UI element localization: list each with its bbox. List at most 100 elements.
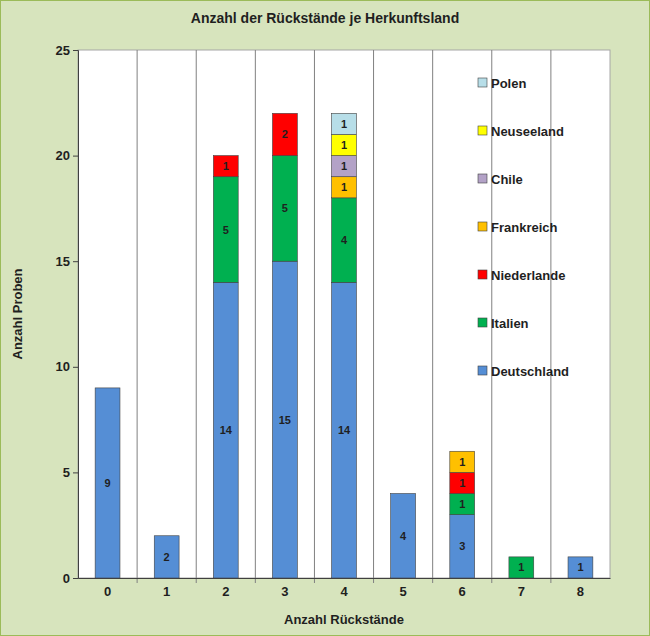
bar: [509, 557, 534, 578]
legend-swatch: [478, 366, 487, 375]
x-tick: 2: [222, 578, 229, 599]
y-tick: 0: [63, 571, 78, 586]
plot: 9214151443155411121111110510152025012345…: [56, 43, 611, 600]
grid-line: [314, 50, 315, 583]
plot-area: [78, 50, 610, 578]
x-tick: 6: [459, 578, 466, 599]
data-labels: 921415144315541112111111: [104, 118, 583, 574]
data-label: 14: [338, 424, 351, 436]
legend-swatch: [478, 78, 487, 87]
y-tick-label: 10: [56, 359, 70, 374]
data-label: 1: [341, 181, 347, 193]
data-label: 1: [341, 139, 347, 151]
data-label: 5: [223, 224, 229, 236]
x-tick-label: 1: [163, 584, 170, 599]
legend-swatch: [478, 222, 487, 231]
bar: [450, 494, 475, 515]
data-label: 4: [341, 234, 348, 246]
x-tick: 7: [518, 578, 525, 599]
grid-line: [137, 50, 138, 583]
grid-line: [196, 50, 197, 583]
y-tick-mark: [73, 578, 78, 579]
x-axis-title: Anzahl Rückstände: [284, 612, 404, 627]
grid: [137, 50, 551, 583]
legend-swatch: [478, 318, 487, 327]
bar: [450, 472, 475, 493]
bar: [213, 282, 238, 578]
y-tick-label: 15: [56, 254, 70, 269]
x-tick: 1: [163, 578, 170, 599]
y-tick-label: 0: [63, 571, 70, 586]
grid-line: [432, 50, 433, 583]
data-label: 1: [518, 561, 524, 573]
data-label: 1: [459, 477, 465, 489]
y-tick-label: 20: [56, 148, 70, 163]
data-label: 1: [341, 160, 347, 172]
data-label: 2: [282, 128, 288, 140]
y-axis-title: Anzahl Proben: [10, 268, 25, 359]
y-tick: 5: [63, 465, 78, 480]
y-tick: 10: [56, 359, 78, 374]
bar: [568, 557, 593, 578]
legend-label: Italien: [491, 316, 529, 331]
x-tick-label: 7: [518, 584, 525, 599]
bar: [332, 156, 357, 177]
x-tick-label: 5: [399, 584, 406, 599]
grid-line: [373, 50, 374, 583]
bar: [213, 177, 238, 283]
y-tick-mark: [73, 50, 78, 51]
data-label: 1: [577, 561, 583, 573]
legend-label: Niederlande: [491, 268, 565, 283]
bar: [272, 156, 297, 262]
x-tick-label: 8: [577, 584, 584, 599]
y-tick: 25: [56, 43, 78, 58]
legend-swatch: [478, 174, 487, 183]
bar: [332, 282, 357, 578]
legend-label: Neuseeland: [491, 124, 564, 139]
y-tick-mark: [73, 472, 78, 473]
data-label: 14: [220, 424, 233, 436]
x-tick-label: 3: [281, 584, 288, 599]
y-tick-label: 25: [56, 43, 70, 58]
y-tick: 20: [56, 148, 78, 163]
x-tick: 4: [340, 578, 348, 599]
data-label: 1: [341, 118, 347, 130]
data-label: 3: [459, 540, 465, 552]
x-tick-label: 2: [222, 584, 229, 599]
y-tick-mark: [73, 367, 78, 368]
data-label: 15: [279, 414, 291, 426]
bar: [332, 177, 357, 198]
x-tick: 8: [577, 578, 584, 599]
bar: [450, 515, 475, 578]
chart-container: 9214151443155411121111110510152025012345…: [0, 0, 650, 636]
y-axis: 0 5 10 15 20 25: [56, 43, 79, 586]
y-axis-line: [73, 51, 79, 579]
x-tick: 3: [281, 578, 288, 599]
bar: [332, 134, 357, 155]
data-label: 1: [223, 160, 229, 172]
chart-svg: 9214151443155411121111110510152025012345…: [0, 0, 650, 636]
y-tick-mark: [73, 156, 78, 157]
background: [1, 1, 650, 636]
bar: [450, 451, 475, 472]
bar: [332, 198, 357, 282]
legend: PolenNeuseelandChileFrankreichNiederland…: [478, 76, 569, 379]
data-label: 4: [400, 530, 407, 542]
x-axis: 012345678: [79, 578, 611, 599]
x-tick-label: 4: [340, 584, 348, 599]
bar: [213, 156, 238, 177]
x-axis-line: [79, 578, 611, 579]
y-tick-label: 5: [63, 465, 70, 480]
bar: [95, 388, 120, 578]
bar: [391, 494, 416, 578]
bar: [154, 536, 179, 578]
data-label: 1: [459, 456, 465, 468]
legend-swatch: [478, 270, 487, 279]
bars: [95, 113, 593, 578]
legend-label: Frankreich: [491, 220, 558, 235]
x-tick-label: 6: [459, 584, 466, 599]
y-tick-mark: [73, 261, 78, 262]
y-tick: 15: [56, 254, 78, 269]
bar: [332, 113, 357, 134]
legend-label: Deutschland: [491, 364, 569, 379]
